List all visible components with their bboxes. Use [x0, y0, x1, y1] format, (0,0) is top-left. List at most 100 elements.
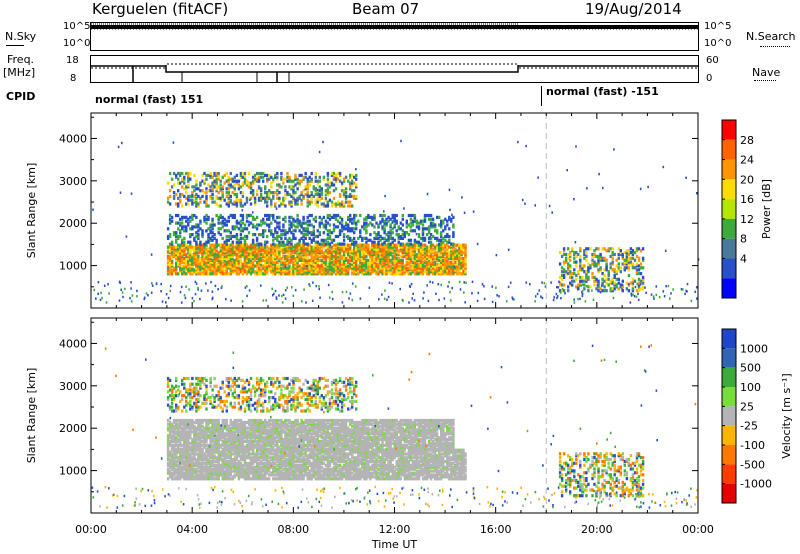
echo-cell — [425, 251, 429, 255]
echo-cell — [215, 256, 218, 261]
echo-cell — [179, 262, 182, 266]
echo-cell — [257, 256, 261, 261]
echo-cell — [213, 463, 216, 467]
echo-cell — [369, 221, 372, 225]
echo-cell — [347, 260, 350, 264]
echo-cell — [276, 473, 279, 477]
echo-cell — [442, 245, 445, 249]
echo-cell — [361, 268, 364, 272]
echo-cell — [573, 260, 576, 264]
echo-cell — [306, 187, 309, 191]
echo-cell — [569, 254, 572, 258]
echo-cell — [452, 256, 455, 261]
echo-cell — [292, 249, 295, 253]
echo-cell — [197, 473, 200, 477]
echo-cell — [365, 260, 368, 264]
echo-cell — [175, 450, 178, 454]
echo-cell — [255, 467, 259, 471]
echo-cell — [272, 477, 275, 481]
echo-cell — [241, 215, 245, 219]
noise-cell — [315, 284, 318, 288]
echo-cell — [363, 253, 366, 257]
echo-cell — [340, 245, 344, 249]
echo-cell — [191, 461, 194, 466]
echo-cell — [342, 225, 346, 229]
echo-cell — [440, 264, 443, 268]
echo-cell — [425, 233, 429, 237]
echo-cell — [615, 258, 618, 262]
echo-cell — [193, 189, 196, 193]
echo-cell — [387, 242, 390, 246]
echo-cell — [585, 254, 588, 258]
echo-cell — [413, 268, 417, 272]
echo-cell — [417, 240, 421, 244]
echo-cell — [434, 272, 437, 276]
echo-cell — [623, 268, 626, 272]
noise-cell — [100, 291, 102, 295]
echo-cell — [454, 247, 457, 251]
echo-cell — [353, 253, 356, 257]
echo-cell — [373, 268, 376, 272]
echo-cell — [314, 198, 317, 202]
echo-cell — [316, 234, 319, 239]
noise-cell — [483, 285, 485, 288]
echo-cell — [377, 242, 380, 246]
echo-cell — [625, 251, 629, 255]
noise-cell — [438, 298, 440, 302]
echo-cell — [247, 245, 251, 249]
echo-cell — [403, 243, 406, 247]
echo-cell — [569, 281, 572, 285]
echo-cell — [342, 192, 346, 197]
echo-cell — [452, 233, 455, 237]
echo-cell — [438, 268, 441, 272]
echo-cell — [217, 454, 220, 458]
echo-cell — [413, 255, 417, 259]
echo-cell — [191, 215, 194, 219]
echo-cell — [284, 465, 287, 469]
echo-region-3 — [166, 171, 358, 208]
echo-cell — [286, 251, 289, 255]
echo-cell — [330, 238, 334, 242]
echo-cell — [393, 253, 396, 257]
echo-cell — [203, 217, 206, 221]
noise-cell — [464, 301, 466, 304]
echo-cell — [419, 242, 423, 246]
noise-cell — [169, 289, 172, 293]
echo-cell — [304, 242, 307, 246]
echo-cell — [227, 175, 230, 179]
noise-cell — [172, 141, 175, 144]
echo-cell — [183, 460, 186, 464]
echo-cell — [296, 256, 299, 261]
echo-cell — [259, 187, 263, 191]
echo-cell — [166, 249, 170, 253]
echo-cell — [211, 200, 214, 204]
echo-cell — [168, 465, 172, 469]
echo-cell — [407, 249, 411, 253]
echo-cell — [304, 260, 307, 264]
echo-cell — [429, 249, 433, 253]
echo-cell — [446, 253, 449, 257]
echo-cell — [231, 463, 234, 467]
echo-cell — [383, 260, 386, 264]
echo-cell — [587, 277, 590, 281]
echo-cell — [251, 181, 255, 185]
echo-cell — [446, 260, 449, 264]
echo-cell — [264, 255, 267, 259]
nsky-tick-top: 10^5 — [63, 21, 91, 32]
echo-cell — [203, 475, 206, 479]
echo-cell — [282, 247, 285, 251]
echo-cell — [359, 258, 362, 262]
noise-cell — [581, 292, 584, 296]
echo-cell — [284, 215, 287, 219]
echo-cell — [286, 192, 289, 197]
echo-cell — [409, 221, 413, 225]
echo-cell — [436, 243, 439, 247]
echo-cell — [320, 242, 323, 246]
echo-cell — [205, 191, 208, 195]
echo-cell — [183, 225, 186, 229]
echo-cell — [189, 233, 192, 237]
echo-cell — [312, 256, 315, 261]
echo-cell — [306, 181, 309, 185]
noise-cell — [281, 294, 283, 298]
echo-cell — [181, 471, 184, 475]
